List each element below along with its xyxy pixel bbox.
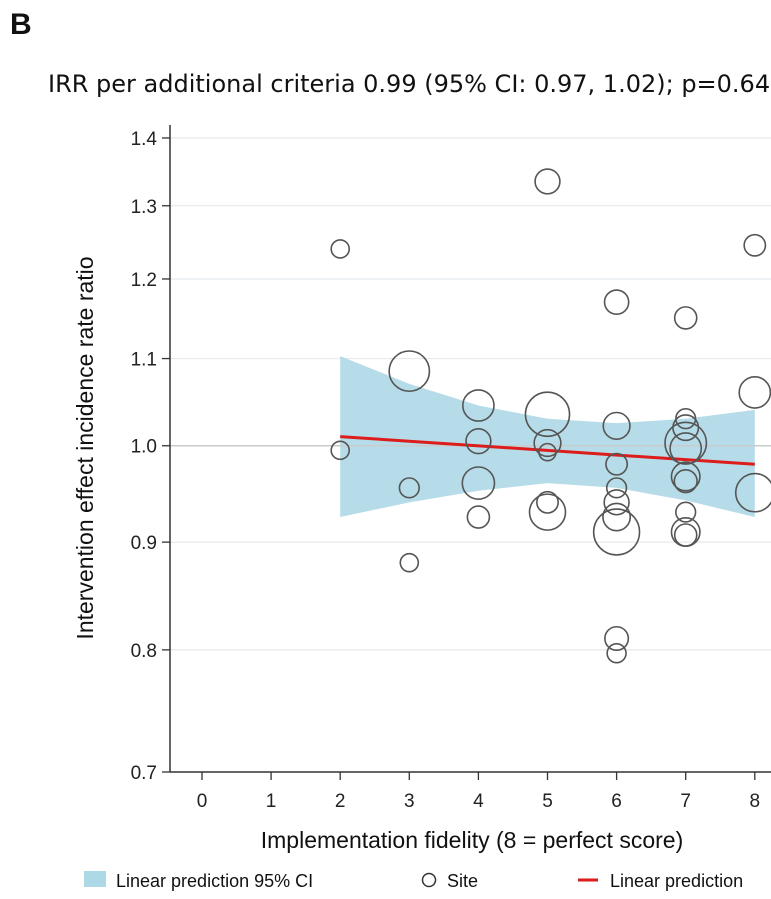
x-tick-label: 5 xyxy=(542,791,553,812)
site-point xyxy=(524,391,571,438)
site-point xyxy=(743,233,767,257)
chart-title: IRR per additional criteria 0.99 (95% CI… xyxy=(48,70,771,98)
gridlines xyxy=(170,137,771,651)
site-point xyxy=(602,502,632,532)
x-tick-label: 2 xyxy=(335,791,346,812)
site-point xyxy=(603,489,630,516)
legend-band-swatch xyxy=(84,871,106,887)
site-point xyxy=(673,306,698,330)
site-point xyxy=(675,501,697,523)
site-point xyxy=(533,428,562,458)
x-tick-label: 0 xyxy=(197,791,208,812)
site-point xyxy=(605,477,628,499)
legend-label: Linear prediction xyxy=(610,871,743,891)
x-tick-label: 8 xyxy=(750,791,761,812)
site-point xyxy=(528,493,567,531)
site-point xyxy=(538,442,557,462)
x-tick-label: 1 xyxy=(266,791,277,812)
site-point xyxy=(330,239,351,259)
site-points xyxy=(330,168,771,664)
site-point xyxy=(734,472,771,513)
prediction-line-layer xyxy=(340,435,755,466)
site-point xyxy=(606,643,627,664)
site-point xyxy=(462,389,495,422)
x-tick-label: 3 xyxy=(404,791,415,812)
x-axis-title: Implementation fidelity (8 = perfect sco… xyxy=(261,827,684,853)
legend: Linear prediction 95% CI Site Linear predi… xyxy=(84,871,743,891)
site-point xyxy=(603,289,630,316)
site-point xyxy=(738,376,771,409)
site-point xyxy=(465,427,492,455)
legend-label: Linear prediction 95% CI xyxy=(116,871,313,891)
site-point xyxy=(330,440,351,461)
y-axis-title: Intervention effect incidence rate ratio xyxy=(72,256,98,639)
site-point xyxy=(399,552,420,573)
site-point xyxy=(388,350,431,393)
site-point xyxy=(461,466,496,500)
x-tick-label: 6 xyxy=(611,791,622,812)
y-tick-label: 1.2 xyxy=(131,270,157,291)
prediction-line xyxy=(340,435,755,466)
x-tick-label: 7 xyxy=(680,791,691,812)
site-point xyxy=(669,432,703,465)
site-point xyxy=(604,625,630,652)
axes: 0.7 0.8 0.9 1.0 1.1 1.2 1.3 1.4 0 1 2 3 4 5 6 7 8 Impleme… xyxy=(72,125,771,853)
y-tick-label: 0.9 xyxy=(131,533,157,554)
site-point xyxy=(673,523,698,547)
site-point xyxy=(602,411,631,440)
site-point xyxy=(466,505,491,529)
x-tick-label: 4 xyxy=(473,791,484,812)
y-tick-label: 0.8 xyxy=(131,641,157,662)
legend-circle-swatch xyxy=(421,872,437,888)
panel-label: B xyxy=(10,8,32,41)
y-tick-label: 1.3 xyxy=(131,197,157,218)
site-point xyxy=(673,468,698,494)
y-tick-label: 1.0 xyxy=(131,437,157,458)
site-point xyxy=(592,508,641,556)
y-tick-label: 0.7 xyxy=(131,763,157,784)
site-point xyxy=(398,477,420,499)
site-point xyxy=(534,168,561,195)
y-tick-label: 1.4 xyxy=(131,129,158,150)
site-point xyxy=(605,452,629,476)
site-point xyxy=(536,490,559,514)
legend-label: Site xyxy=(447,871,478,891)
y-tick-label: 1.1 xyxy=(131,350,157,371)
site-point xyxy=(670,461,701,492)
